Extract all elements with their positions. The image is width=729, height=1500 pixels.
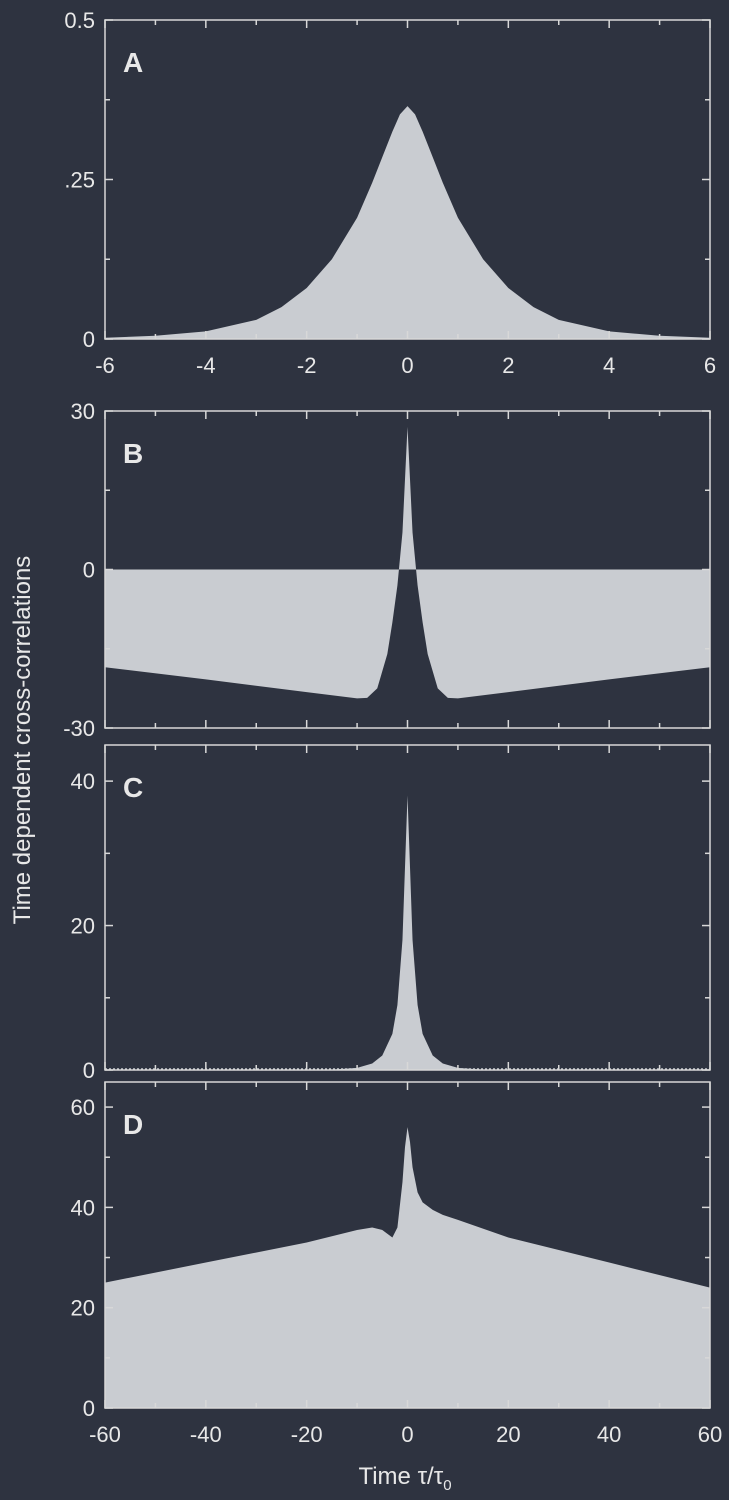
y-tick-label: 40 (71, 1195, 95, 1220)
series-area-b (105, 426, 710, 699)
x-tick-label: -20 (291, 1422, 323, 1447)
y-tick-label: 0 (83, 1396, 95, 1421)
x-tick-label: 40 (597, 1422, 621, 1447)
x-tick-label: -4 (196, 353, 216, 378)
panel-a: 0 .25 0.5 -6 -4 -2 0 2 4 6 A (64, 8, 716, 378)
y-tick-label: .25 (64, 168, 95, 193)
series-area-d (105, 1127, 710, 1408)
x-tick-label: -60 (89, 1422, 121, 1447)
y-tick-label: 0 (83, 1058, 95, 1083)
y-tick-label: 20 (71, 1296, 95, 1321)
y-tick-label: -30 (63, 716, 95, 741)
y-tick-label: 40 (71, 769, 95, 794)
x-tick-label: 2 (502, 353, 514, 378)
x-axis-title-subscript: 0 (443, 1477, 451, 1494)
x-axis-title: Time τ/τ0 (358, 1463, 451, 1494)
x-tick-label: 0 (401, 353, 413, 378)
x-tick-label: 60 (698, 1422, 722, 1447)
x-tick-label: -2 (297, 353, 317, 378)
y-axis-title: Time dependent cross-correlations (9, 556, 36, 925)
panel-letter-b: B (123, 438, 143, 469)
y-tick-label: 60 (71, 1095, 95, 1120)
y-tick-label: 0 (83, 558, 95, 583)
x-tick-label: 0 (401, 1422, 413, 1447)
y-tick-label: 0.5 (64, 8, 95, 33)
panel-c: 0 20 40 C (71, 744, 711, 1083)
y-tick-label: 0 (83, 327, 95, 352)
series-area-a (105, 106, 710, 339)
panel-d: 0 20 40 60 -60 -40 -20 0 20 40 60 D (71, 1081, 722, 1447)
x-tick-label: 20 (496, 1422, 520, 1447)
y-tick-label: 20 (71, 914, 95, 939)
panel-letter-c: C (123, 772, 143, 803)
y-tick-label: 30 (71, 399, 95, 424)
x-tick-label: -40 (190, 1422, 222, 1447)
panel-letter-d: D (123, 1109, 143, 1140)
x-tick-label: 4 (603, 353, 615, 378)
panel-letter-a: A (123, 47, 143, 78)
x-tick-label: -6 (95, 353, 115, 378)
x-tick-label: 6 (704, 353, 716, 378)
series-area-c (105, 795, 710, 1070)
panel-b: -30 0 30 B (63, 399, 711, 741)
